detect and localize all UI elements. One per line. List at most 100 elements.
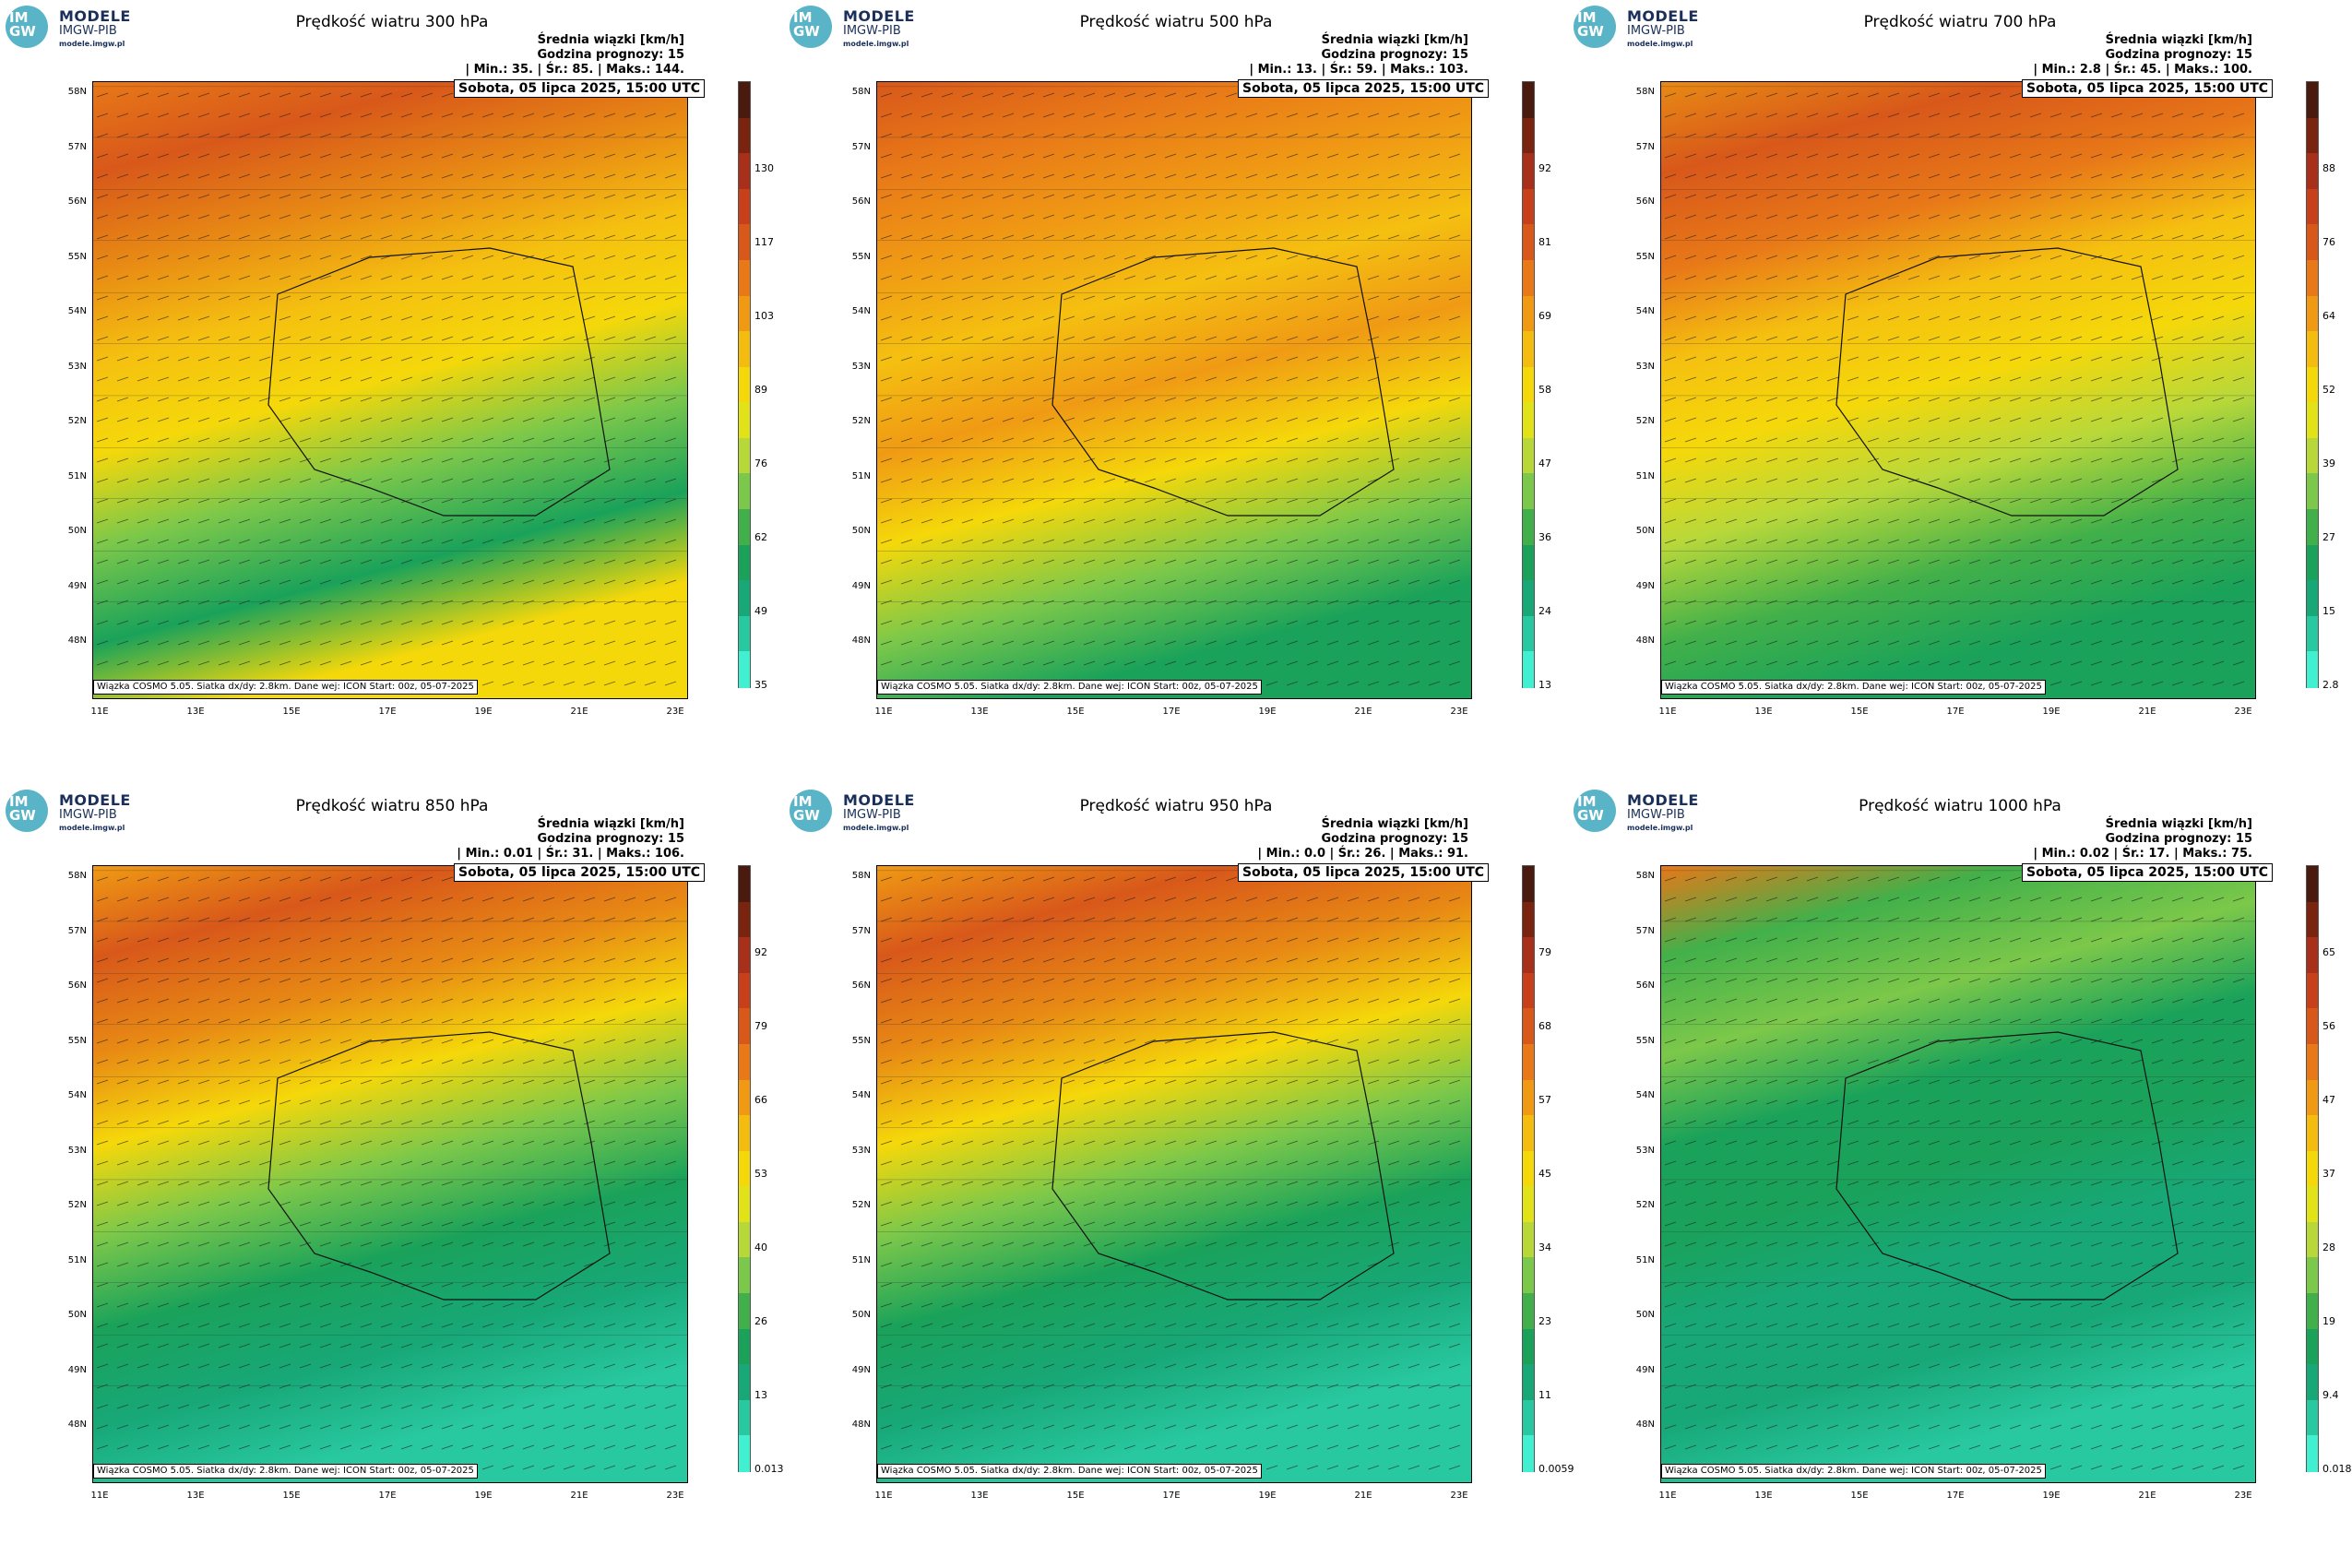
logo-url: modele.imgw.pl <box>1627 40 1693 48</box>
colorbar-segment <box>2307 117 2318 155</box>
longitude-label: 11E <box>90 1491 109 1501</box>
colorbar-tick: 11 <box>1538 1389 1551 1401</box>
longitude-label: 23E <box>666 1491 684 1501</box>
imgw-logo: IM GW MODELE IMGW-PIB modele.imgw.pl <box>1574 790 1721 836</box>
latitude-label: 48N <box>851 1420 871 1430</box>
latitude-label: 48N <box>1635 1420 1655 1430</box>
logo-brand: MODELE <box>843 7 915 25</box>
colorbar-segment <box>1523 402 1534 439</box>
longitude-label: 21E <box>1354 1491 1372 1501</box>
model-footer: Wiązka COSMO 5.05. Siatka dx/dy: 2.8km. … <box>93 680 478 695</box>
colorbar-tick: 117 <box>754 236 774 248</box>
forecast-hour: Godzina prognozy: 15 <box>2105 832 2252 846</box>
colorbar-segment <box>1523 1399 1534 1437</box>
mean-label: Średnia wiązki [km/h] <box>537 33 684 47</box>
colorbar-segment <box>1523 437 1534 475</box>
colorbar-segment <box>739 1008 750 1045</box>
mean-label: Średnia wiązki [km/h] <box>537 817 684 831</box>
colorbar-segment <box>2307 437 2318 475</box>
longitude-label: 23E <box>666 707 684 717</box>
colorbar-tick: 15 <box>2322 605 2335 617</box>
latitude-label: 57N <box>67 141 87 152</box>
latitude-label: 58N <box>67 871 87 881</box>
colorbar-segment <box>1523 117 1534 155</box>
colorbar-segment <box>2307 1008 2318 1045</box>
latitude-label: 53N <box>851 1145 871 1156</box>
colorbar-segment <box>2307 82 2318 119</box>
colorbar-segment <box>739 866 750 903</box>
colorbar-segment <box>739 1186 750 1223</box>
colorbar-segment <box>1523 615 1534 653</box>
colorbar-segment <box>2307 651 2318 688</box>
colorbar-segment <box>1523 509 1534 546</box>
colorbar-segment <box>1523 295 1534 333</box>
colorbar-segment <box>2307 1186 2318 1223</box>
colorbar-segment <box>1523 366 1534 404</box>
longitude-label: 17E <box>1162 1491 1181 1501</box>
colorbar-tick: 88 <box>2322 162 2335 174</box>
wind-panel-0: IM GW MODELE IMGW-PIB modele.imgw.pl Prę… <box>0 0 784 784</box>
colorbar-segment <box>739 544 750 582</box>
colorbar-segment <box>1523 1043 1534 1081</box>
colorbar-tick: 37 <box>2322 1168 2335 1180</box>
imgw-logo-mark: IM GW <box>6 6 48 48</box>
colorbar-segment <box>1523 1186 1534 1223</box>
colorbar-segment <box>739 509 750 546</box>
longitude-label: 23E <box>2234 707 2252 717</box>
colorbar-tick: 36 <box>1538 531 1551 543</box>
longitude-label: 11E <box>1658 707 1677 717</box>
colorbar-tick: 89 <box>754 384 767 396</box>
longitude-label: 21E <box>2138 1491 2156 1501</box>
model-footer: Wiązka COSMO 5.05. Siatka dx/dy: 2.8km. … <box>93 1464 478 1479</box>
colorbar-tick: 65 <box>2322 946 2335 958</box>
latitude-label: 55N <box>851 251 871 262</box>
imgw-logo: IM GW MODELE IMGW-PIB modele.imgw.pl <box>6 6 153 52</box>
colorbar-segment <box>2307 972 2318 1010</box>
colorbar-tick: 52 <box>2322 384 2335 396</box>
panel-meta: Średnia wiązki [km/h] Godzina prognozy: … <box>2033 33 2252 77</box>
colorbar-segment <box>1523 937 1534 974</box>
latitude-label: 50N <box>67 1310 87 1320</box>
colorbar-segment <box>2307 509 2318 546</box>
colorbar-segment <box>2307 1079 2318 1117</box>
logo-url: modele.imgw.pl <box>843 40 909 48</box>
panel-meta: Średnia wiązki [km/h] Godzina prognozy: … <box>1257 817 1468 861</box>
mean-label: Średnia wiązki [km/h] <box>1321 817 1468 831</box>
longitude-label: 19E <box>474 1491 493 1501</box>
logo-brand: MODELE <box>1627 7 1699 25</box>
latitude-label: 58N <box>67 87 87 97</box>
colorbar-segment <box>739 937 750 974</box>
colorbar-segment <box>1523 866 1534 903</box>
logo-org: IMGW-PIB <box>59 24 117 38</box>
latitude-label: 49N <box>67 580 87 591</box>
colorbar-segment <box>1523 259 1534 297</box>
colorbar-segment <box>2307 1435 2318 1472</box>
colorbar-tick: 57 <box>1538 1094 1551 1106</box>
latitude-label: 48N <box>67 636 87 646</box>
logo-org: IMGW-PIB <box>843 808 901 822</box>
wind-panel-4: IM GW MODELE IMGW-PIB modele.imgw.pl Prę… <box>784 784 1574 1568</box>
colorbar-segment <box>2307 1043 2318 1081</box>
colorbar-segment <box>1523 1435 1534 1472</box>
colorbar-segment <box>1523 972 1534 1010</box>
colorbar-segment <box>739 1221 750 1259</box>
colorbar-segment <box>739 1079 750 1117</box>
colorbar-segment <box>2307 153 2318 190</box>
colorbar-tick: 56 <box>2322 1020 2335 1032</box>
colorbar-tick: 19 <box>2322 1315 2335 1327</box>
colorbar-segment <box>2307 866 2318 903</box>
latitude-label: 58N <box>851 871 871 881</box>
forecast-hour: Godzina prognozy: 15 <box>537 832 684 846</box>
colorbar-segment <box>2307 937 2318 974</box>
longitude-label: 17E <box>1946 1491 1965 1501</box>
colorbar-tick: 92 <box>754 946 767 958</box>
logo-url: modele.imgw.pl <box>1627 824 1693 832</box>
colorbar-segment <box>739 1293 750 1330</box>
colorbar-segment <box>1523 651 1534 688</box>
colorbar-tick: 24 <box>1538 605 1551 617</box>
longitude-label: 13E <box>186 707 205 717</box>
colorbar-segment <box>739 1364 750 1401</box>
colorbar-segment <box>1523 224 1534 261</box>
panel-stats: | Min.: 0.01 | Śr.: 31. | Maks.: 106. <box>457 847 684 861</box>
colorbar <box>1522 81 1535 688</box>
